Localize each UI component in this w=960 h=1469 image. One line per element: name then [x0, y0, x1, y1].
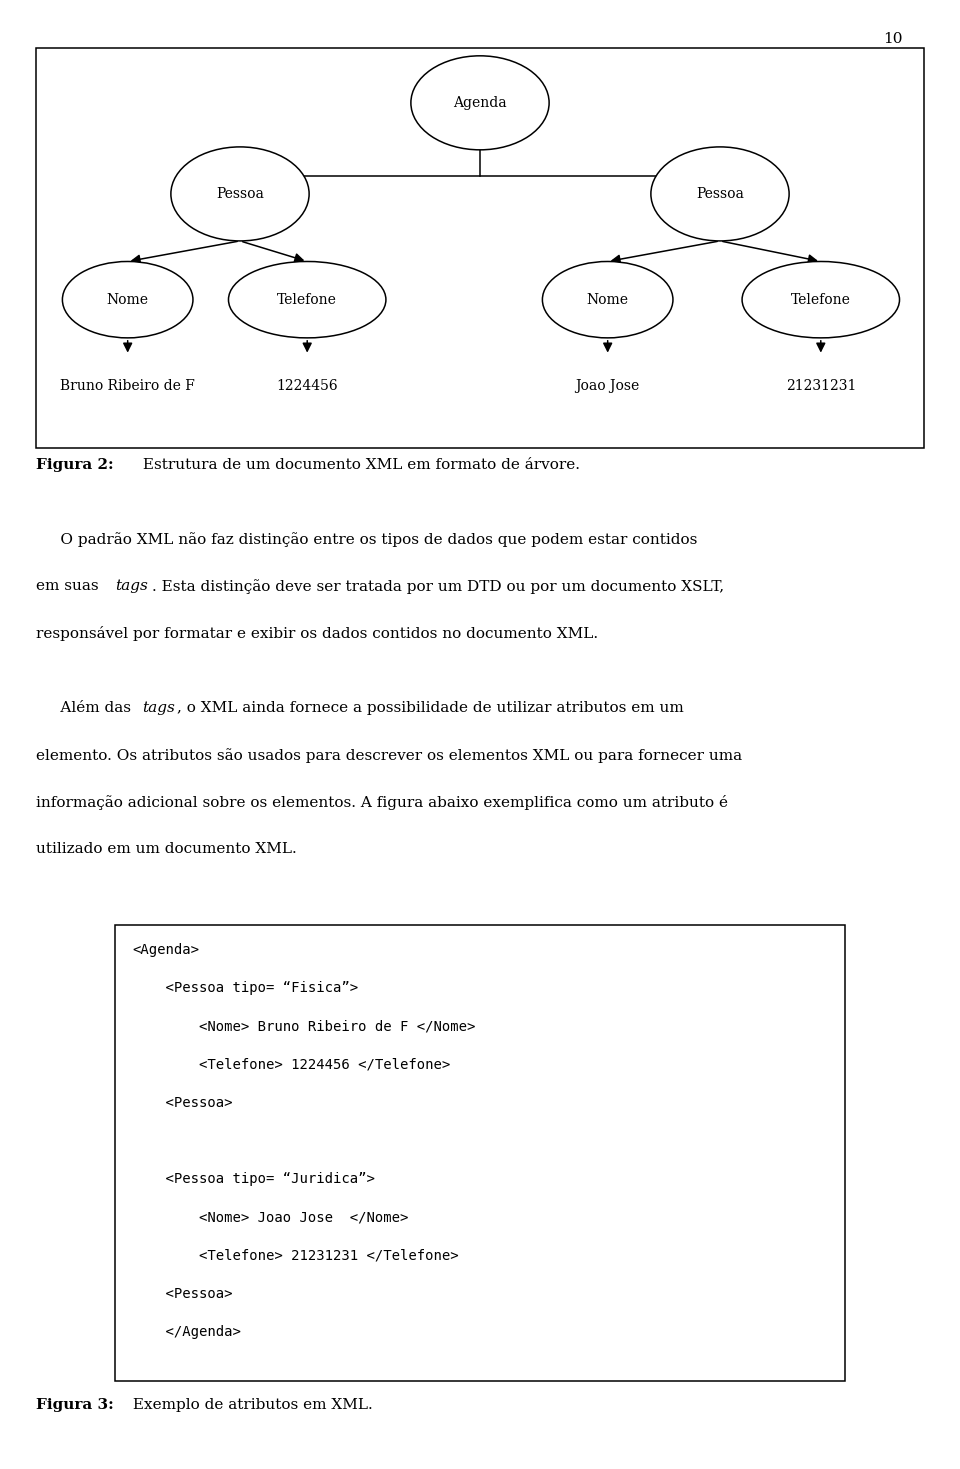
Text: <Pessoa>: <Pessoa>	[132, 1096, 233, 1111]
Text: Nome: Nome	[587, 292, 629, 307]
Text: , o XML ainda fornece a possibilidade de utilizar atributos em um: , o XML ainda fornece a possibilidade de…	[177, 701, 684, 715]
Text: O padrão XML não faz distinção entre os tipos de dados que podem estar contidos: O padrão XML não faz distinção entre os …	[36, 532, 698, 546]
Text: . Esta distinção deve ser tratada por um DTD ou por um documento XSLT,: . Esta distinção deve ser tratada por um…	[152, 579, 724, 593]
Text: Estrutura de um documento XML em formato de árvore.: Estrutura de um documento XML em formato…	[138, 458, 580, 473]
Text: <Nome> Joao Jose  </Nome>: <Nome> Joao Jose </Nome>	[132, 1210, 409, 1225]
Text: tags: tags	[115, 579, 149, 593]
Text: utilizado em um documento XML.: utilizado em um documento XML.	[36, 842, 298, 856]
Text: informação adicional sobre os elementos. A figura abaixo exemplifica como um atr: informação adicional sobre os elementos.…	[36, 795, 729, 809]
Text: elemento. Os atributos são usados para descrever os elementos XML ou para fornec: elemento. Os atributos são usados para d…	[36, 748, 743, 762]
Text: Telefone: Telefone	[791, 292, 851, 307]
Text: <Pessoa tipo= “Juridica”>: <Pessoa tipo= “Juridica”>	[132, 1172, 375, 1187]
Text: <Pessoa>: <Pessoa>	[132, 1287, 233, 1302]
Ellipse shape	[651, 147, 789, 241]
Text: 21231231: 21231231	[785, 379, 856, 394]
Text: Joao Jose: Joao Jose	[576, 379, 639, 394]
Text: <Telefone> 1224456 </Telefone>: <Telefone> 1224456 </Telefone>	[132, 1058, 451, 1072]
Ellipse shape	[742, 261, 900, 338]
Text: responsável por formatar e exibir os dados contidos no documento XML.: responsável por formatar e exibir os dad…	[36, 626, 599, 640]
Ellipse shape	[62, 261, 193, 338]
Text: Pessoa: Pessoa	[696, 187, 744, 201]
Text: tags: tags	[142, 701, 175, 715]
Text: Bruno Ribeiro de F: Bruno Ribeiro de F	[60, 379, 195, 394]
Text: <Pessoa tipo= “Fisica”>: <Pessoa tipo= “Fisica”>	[132, 981, 359, 996]
Text: </Agenda>: </Agenda>	[132, 1325, 241, 1340]
Text: 10: 10	[883, 32, 902, 47]
Text: Figura 3:: Figura 3:	[36, 1398, 114, 1413]
Ellipse shape	[171, 147, 309, 241]
Text: <Nome> Bruno Ribeiro de F </Nome>: <Nome> Bruno Ribeiro de F </Nome>	[132, 1019, 476, 1034]
Text: 1224456: 1224456	[276, 379, 338, 394]
Text: Figura 2:: Figura 2:	[36, 458, 114, 473]
Text: Além das: Além das	[36, 701, 136, 715]
Ellipse shape	[228, 261, 386, 338]
Text: <Telefone> 21231231 </Telefone>: <Telefone> 21231231 </Telefone>	[132, 1249, 459, 1263]
Text: Pessoa: Pessoa	[216, 187, 264, 201]
Text: <Agenda>: <Agenda>	[132, 943, 200, 958]
Text: Telefone: Telefone	[277, 292, 337, 307]
Ellipse shape	[411, 56, 549, 150]
FancyBboxPatch shape	[36, 48, 924, 448]
Text: Agenda: Agenda	[453, 95, 507, 110]
Ellipse shape	[542, 261, 673, 338]
Text: em suas: em suas	[36, 579, 104, 593]
FancyBboxPatch shape	[115, 925, 845, 1381]
Text: Nome: Nome	[107, 292, 149, 307]
Text: Exemplo de atributos em XML.: Exemplo de atributos em XML.	[128, 1398, 372, 1413]
